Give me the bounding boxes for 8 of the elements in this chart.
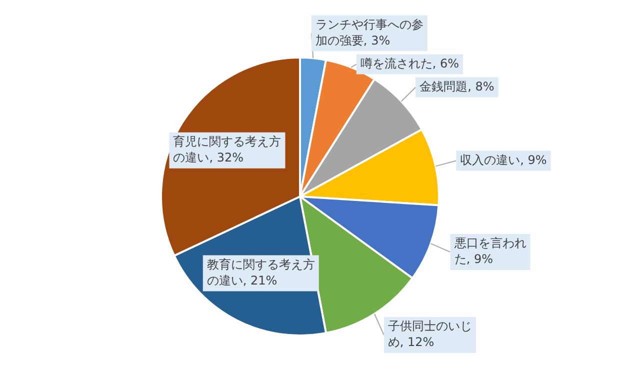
slice-label: 子供同士のいじめ, 12%	[388, 319, 472, 350]
slice-label: 悪口を言われた, 9%	[453, 236, 526, 266]
slice-label: 収入の違い, 9%	[460, 152, 547, 167]
slice-label: 教育に関する考え方の違い, 21%	[206, 257, 315, 288]
slice-label: 金銭問題, 8%	[420, 79, 494, 94]
slice-label: ランチや行事への参加の強要, 3%	[315, 17, 424, 48]
slice-label: 育児に関する考え方の違い, 32%	[173, 134, 282, 164]
slice-label: 噂を流された, 6%	[360, 56, 460, 70]
